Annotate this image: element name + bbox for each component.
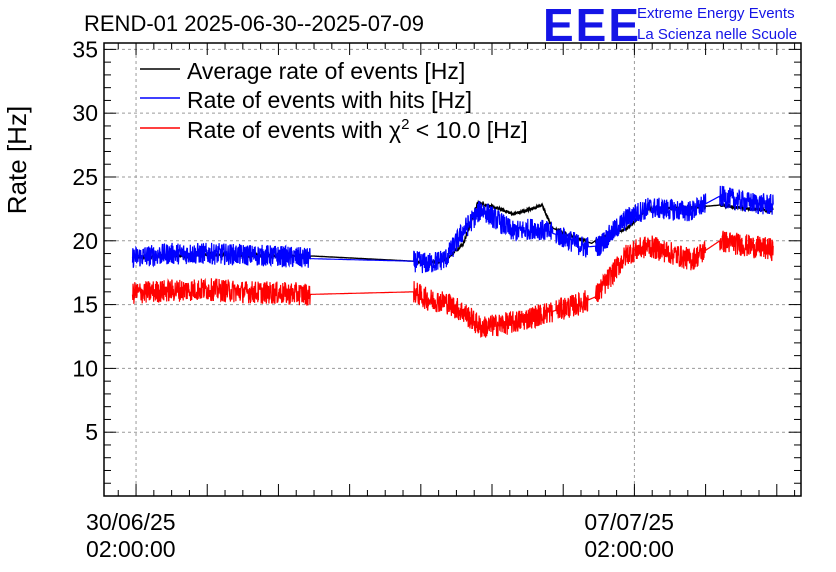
- x-tick-label-date-0: 30/06/25: [86, 509, 176, 535]
- eee-logo: EEE Extreme Energy Events La Scienza nel…: [543, 0, 797, 51]
- legend-label-text: Rate of events with: [187, 117, 389, 143]
- y-tick-label-25: 25: [72, 164, 98, 190]
- y-tick-label-30: 30: [72, 100, 98, 126]
- plot-frame: [103, 42, 802, 497]
- legend-label-0: Average rate of events [Hz]: [187, 58, 465, 84]
- chart-title: REND-01 2025-06-30--2025-07-09: [84, 11, 424, 36]
- eee-logo-line1: Extreme Energy Events: [637, 5, 795, 22]
- legend-chi-symbol: χ: [389, 117, 401, 143]
- x-tick-label-time-0: 02:00:00: [86, 536, 176, 562]
- y-tick-label-5: 5: [85, 419, 98, 445]
- y-tick-label-20: 20: [72, 228, 98, 254]
- legend-label-1: Rate of events with hits [Hz]: [187, 87, 472, 113]
- series-layer: [131, 185, 774, 338]
- axes: 510152025303530/06/2502:00:0007/07/2502:…: [72, 36, 802, 562]
- legend-label-2: Rate of events with χ2 < 10.0 [Hz]: [187, 116, 528, 143]
- y-tick-label-10: 10: [72, 355, 98, 381]
- y-axis-label: Rate [Hz]: [2, 106, 32, 214]
- series-line-1: [131, 185, 774, 274]
- eee-logo-line2: La Scienza nelle Scuole: [637, 26, 797, 43]
- x-tick-label-time-1: 02:00:00: [584, 536, 674, 562]
- y-tick-label-15: 15: [72, 292, 98, 318]
- legend-superscript: 2: [401, 116, 409, 133]
- y-tick-label-35: 35: [72, 36, 98, 62]
- legend-label-suffix: < 10.0 [Hz]: [409, 117, 527, 143]
- x-tick-label-date-1: 07/07/25: [584, 509, 674, 535]
- legend: Average rate of events [Hz] Rate of event…: [140, 58, 528, 143]
- series-line-2: [131, 230, 774, 338]
